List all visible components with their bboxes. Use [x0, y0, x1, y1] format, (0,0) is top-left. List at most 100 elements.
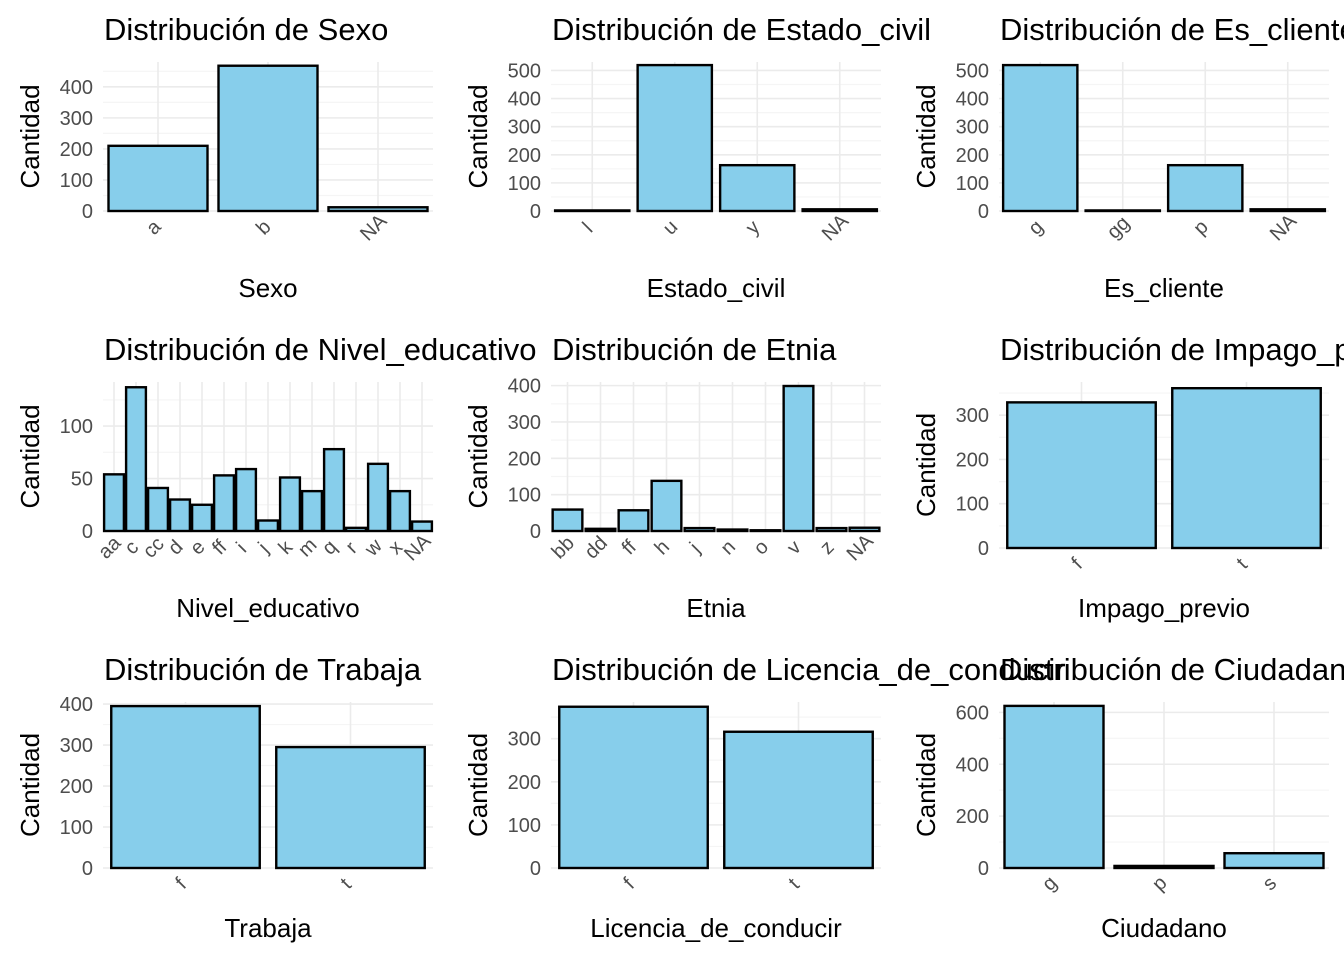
panel-title: Distribución de Es_cliente [1000, 12, 1344, 47]
bar-b [217, 64, 319, 213]
y-tick-label: 100 [508, 485, 541, 507]
y-tick-label: 400 [956, 89, 989, 111]
y-tick-label: 600 [956, 702, 989, 724]
bar-NA [327, 206, 429, 213]
y-tick-label: 100 [956, 494, 989, 516]
bar-g [1001, 63, 1079, 213]
bar-t [275, 745, 426, 870]
y-tick-label: 200 [60, 139, 93, 161]
x-axis-label: Nivel_educativo [176, 593, 360, 623]
y-tick-label: 200 [956, 806, 989, 828]
y-tick-label: 200 [60, 776, 93, 798]
bar-t [1171, 386, 1322, 550]
y-tick-label: 100 [60, 817, 93, 839]
bar-n [716, 528, 749, 533]
y-tick-label: 400 [60, 77, 93, 99]
panel-title: Distribución de Estado_civil [552, 12, 931, 47]
y-tick-label: 50 [71, 469, 93, 491]
y-axis-label: Cantidad [911, 413, 941, 517]
bar-j [256, 519, 280, 533]
y-tick-label: 300 [508, 117, 541, 139]
bar-i [234, 467, 258, 533]
y-tick-label: 400 [956, 754, 989, 776]
bar-dd [584, 527, 617, 533]
y-axis-label: Cantidad [463, 404, 493, 508]
y-tick-label: 200 [508, 772, 541, 794]
y-axis-label: Cantidad [15, 733, 45, 837]
bar-NA [410, 520, 434, 533]
y-tick-label: 0 [530, 858, 541, 880]
y-tick-label: 0 [82, 521, 93, 543]
y-axis-label: Cantidad [15, 404, 45, 508]
bar-gg [1084, 209, 1162, 213]
y-tick-label: 100 [60, 170, 93, 192]
y-tick-label: 300 [60, 108, 93, 130]
bar-NA [1249, 208, 1327, 213]
y-tick-label: 500 [956, 60, 989, 82]
y-tick-label: 0 [82, 858, 93, 880]
bar-u [636, 63, 714, 213]
x-axis-label: Sexo [238, 273, 297, 303]
y-tick-label: 0 [978, 201, 989, 223]
bar-e [190, 503, 214, 533]
panel-title: Distribución de Licencia_de_conducir [552, 652, 1066, 687]
bar-z [815, 526, 848, 533]
bar-p [1113, 864, 1215, 870]
x-axis-label: Licencia_de_conducir [590, 913, 842, 943]
bar-w [366, 462, 390, 533]
bar-aa [102, 473, 126, 533]
bar-l [553, 209, 631, 213]
y-tick-label: 200 [956, 145, 989, 167]
bar-NA [801, 208, 879, 213]
bar-p [1166, 163, 1244, 213]
y-tick-label: 0 [530, 201, 541, 223]
panel-title: Distribución de Ciudadano [1000, 652, 1344, 687]
x-axis-label: Es_cliente [1104, 273, 1224, 303]
y-tick-label: 400 [60, 694, 93, 716]
y-tick-label: 100 [508, 815, 541, 837]
y-axis-label: Cantidad [463, 84, 493, 188]
y-tick-label: 0 [530, 521, 541, 543]
y-tick-label: 300 [508, 412, 541, 434]
panel-title: Distribución de Impago_previo [1000, 332, 1344, 367]
y-axis-label: Cantidad [463, 733, 493, 837]
bar-ff [617, 509, 650, 533]
bar-q [322, 447, 346, 533]
bar-bb [551, 508, 584, 533]
x-axis-label: Etnia [686, 593, 746, 623]
panel-title: Distribución de Nivel_educativo [104, 332, 537, 367]
bar-j [683, 526, 716, 533]
panel-title: Distribución de Etnia [552, 332, 837, 367]
bar-t [723, 730, 874, 870]
bar-v [782, 384, 815, 533]
bar-c [124, 386, 148, 533]
y-tick-label: 0 [978, 538, 989, 560]
bar-f [110, 704, 261, 870]
y-tick-label: 300 [508, 729, 541, 751]
bar-f [558, 705, 709, 870]
bar-h [650, 479, 683, 533]
y-tick-label: 200 [956, 449, 989, 471]
x-axis-label: Estado_civil [647, 273, 786, 303]
y-axis-label: Cantidad [15, 84, 45, 188]
y-tick-label: 300 [60, 735, 93, 757]
x-axis-label: Ciudadano [1101, 913, 1227, 943]
y-tick-label: 0 [82, 201, 93, 223]
bar-k [278, 476, 302, 533]
y-tick-label: 200 [508, 448, 541, 470]
panel-title: Distribución de Sexo [104, 12, 388, 47]
bar-o [749, 529, 782, 533]
y-tick-label: 100 [956, 173, 989, 195]
panel-title: Distribución de Trabaja [104, 652, 422, 687]
y-tick-label: 300 [956, 405, 989, 427]
bar-f [1006, 401, 1157, 550]
y-tick-label: 0 [978, 858, 989, 880]
bar-x [388, 489, 412, 533]
y-tick-label: 300 [956, 117, 989, 139]
x-axis-label: Impago_previo [1078, 593, 1250, 623]
